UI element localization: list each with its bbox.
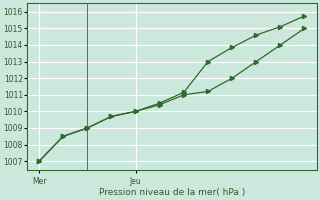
X-axis label: Pression niveau de la mer( hPa ): Pression niveau de la mer( hPa ): [99, 188, 245, 197]
